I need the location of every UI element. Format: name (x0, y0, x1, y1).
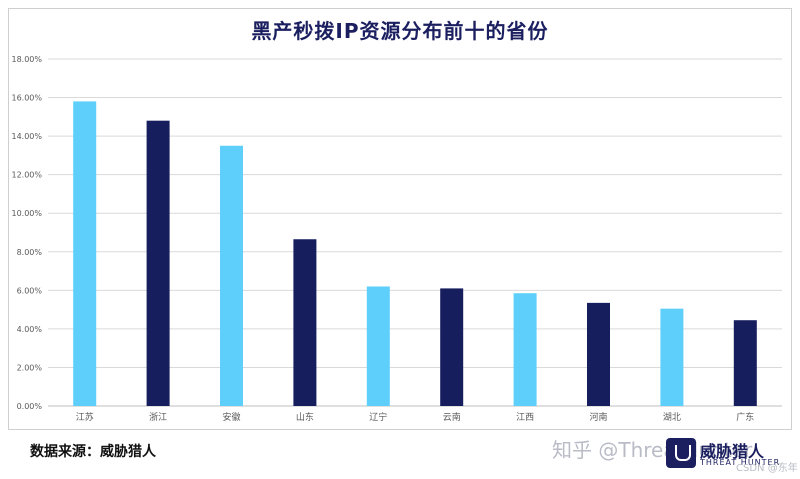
x-tick-label: 浙江 (149, 411, 167, 423)
threathunter-logo-icon (666, 438, 696, 468)
y-tick-label: 16.00% (11, 94, 42, 103)
y-tick-label: 8.00% (17, 248, 43, 257)
chart-title: 黑产秒拨IP资源分布前十的省份 (251, 19, 549, 43)
bar (293, 239, 317, 406)
bar (220, 145, 243, 406)
chart-frame: 黑产秒拨IP资源分布前十的省份 (8, 8, 792, 430)
y-tick-label: 14.00% (11, 132, 42, 141)
x-tick-label: 河南 (589, 411, 607, 423)
bar (146, 120, 170, 406)
watermark-brand: 威胁猎人 (700, 442, 765, 461)
y-tick-label: 6.00% (17, 286, 43, 295)
watermark-brand-sub: THREAT HUNTER (700, 458, 781, 467)
x-tick-label: 湖北 (663, 412, 681, 423)
x-tick-label: 辽宁 (369, 411, 387, 423)
y-tick-label: 4.00% (17, 325, 43, 334)
x-tick-label: 江西 (516, 412, 534, 423)
bar (366, 286, 390, 406)
zhihu-watermark: 知乎 @ThreatHunter (552, 438, 753, 462)
y-tick-label: 18.00% (11, 55, 42, 64)
bar (660, 308, 684, 406)
y-tick-label: 10.00% (11, 209, 42, 218)
bar (440, 288, 464, 406)
csdn-watermark: CSDN @东年 (736, 463, 798, 474)
bar (733, 320, 757, 406)
bar (513, 293, 537, 406)
bar (73, 101, 97, 407)
y-tick-label: 2.00% (17, 363, 43, 372)
y-tick-label: 0.00% (17, 402, 43, 411)
x-tick-label: 江苏 (76, 411, 94, 423)
x-tick-label: 山东 (296, 411, 314, 423)
data-source: 数据来源：威胁猎人 (30, 444, 156, 460)
x-tick-label: 广东 (736, 411, 754, 423)
y-tick-label: 12.00% (11, 171, 42, 180)
bar (587, 302, 610, 406)
x-tick-label: 云南 (443, 411, 461, 423)
x-tick-label: 安徽 (222, 411, 240, 423)
